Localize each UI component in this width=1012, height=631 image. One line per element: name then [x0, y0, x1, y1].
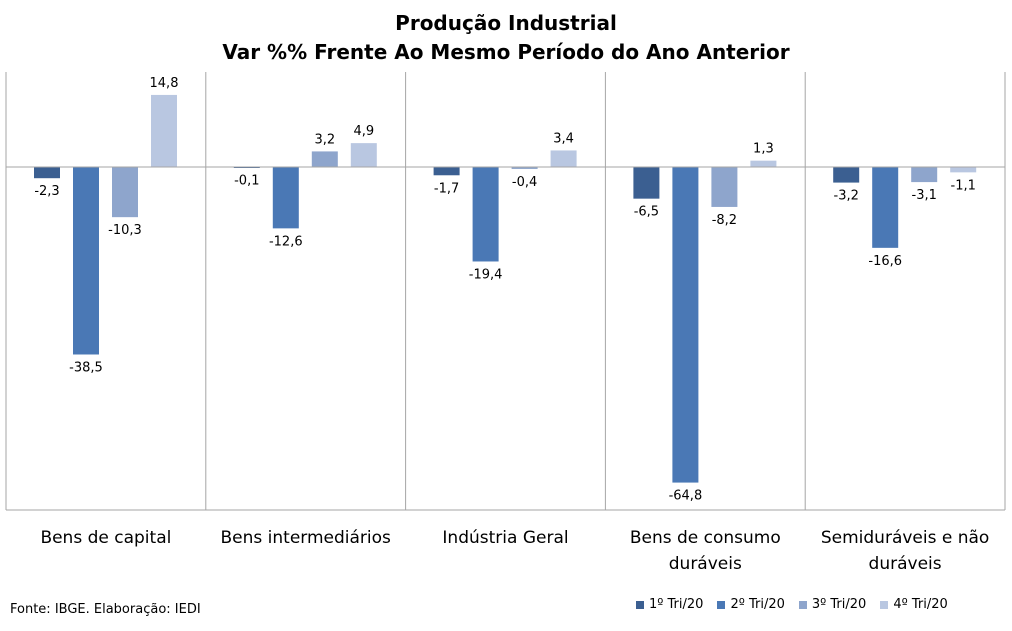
data-label: -2,3: [34, 184, 59, 199]
legend-swatch: [798, 600, 807, 609]
bar-4-2: [350, 143, 377, 167]
legend-label: 4º Tri/20: [893, 597, 948, 612]
bar-1-1: [34, 167, 60, 179]
bar-2-1: [73, 167, 99, 355]
chart-subtitle: Var %% Frente Ao Mesmo Período do Ano An…: [222, 40, 790, 64]
data-label: -1,1: [951, 178, 976, 193]
data-label: -38,5: [69, 360, 103, 375]
bar-3-1: [112, 167, 138, 218]
category-label: Semiduráveis e não: [821, 528, 989, 548]
data-label: -12,6: [269, 234, 303, 249]
category-label: Bens de capital: [40, 528, 171, 548]
data-label: -6,5: [634, 205, 659, 220]
legend-swatch: [880, 600, 889, 609]
category-label: Bens de consumo: [630, 528, 781, 548]
data-label: -10,3: [108, 223, 142, 238]
legend-item: 2º Tri/20: [717, 597, 785, 612]
legend-item: 4º Tri/20: [880, 597, 948, 612]
data-label: 4,9: [353, 124, 374, 139]
data-label: -16,6: [868, 254, 902, 269]
data-label: -1,7: [434, 181, 459, 196]
bar-2-3: [472, 167, 499, 262]
data-label: 3,2: [314, 132, 335, 147]
category-label: Indústria Geral: [442, 528, 568, 548]
legend-swatch: [636, 600, 644, 609]
bar-4-5: [950, 167, 977, 173]
category-label: duráveis: [669, 554, 742, 574]
chart-title: Produção Industrial: [395, 11, 617, 35]
bar-2-4: [672, 167, 699, 483]
data-label: -19,4: [469, 267, 503, 282]
data-label: -0,4: [512, 175, 537, 190]
data-label: -0,1: [234, 173, 259, 188]
bar-1-3: [433, 167, 460, 176]
legend-label: 1º Tri/20: [649, 597, 704, 612]
bar-3-3: [511, 167, 538, 169]
data-label: -3,1: [912, 188, 937, 203]
legend-label: 3º Tri/20: [811, 597, 867, 612]
data-label: 1,3: [753, 142, 774, 157]
data-label: -64,8: [669, 489, 703, 504]
legend-swatch: [717, 600, 726, 609]
data-label: -8,2: [712, 213, 737, 228]
bar-2-5: [872, 167, 899, 248]
bar-3-4: [711, 167, 738, 207]
data-label: 14,8: [150, 76, 179, 91]
source-note: Fonte: IBGE. Elaboração: IEDI: [10, 602, 201, 617]
bar-4-1: [151, 94, 177, 167]
legend-label: 2º Tri/20: [730, 597, 785, 612]
category-label: Bens intermediários: [221, 528, 392, 548]
bar-2-2: [272, 167, 299, 229]
bar-4-4: [750, 160, 777, 167]
bar-1-5: [833, 167, 860, 183]
bar-4-3: [550, 150, 577, 167]
legend-item: 1º Tri/20: [636, 597, 703, 612]
data-label: -3,2: [834, 189, 859, 204]
bar-1-4: [633, 167, 660, 199]
legend-item: 3º Tri/20: [798, 597, 867, 612]
data-label: 3,4: [553, 131, 574, 146]
category-label: duráveis: [869, 554, 942, 574]
legend: 1º Tri/20 2º Tri/20 3º Tri/20 4º Tri/20: [636, 597, 948, 612]
bar-3-2: [311, 151, 338, 167]
bar-3-5: [911, 167, 938, 183]
